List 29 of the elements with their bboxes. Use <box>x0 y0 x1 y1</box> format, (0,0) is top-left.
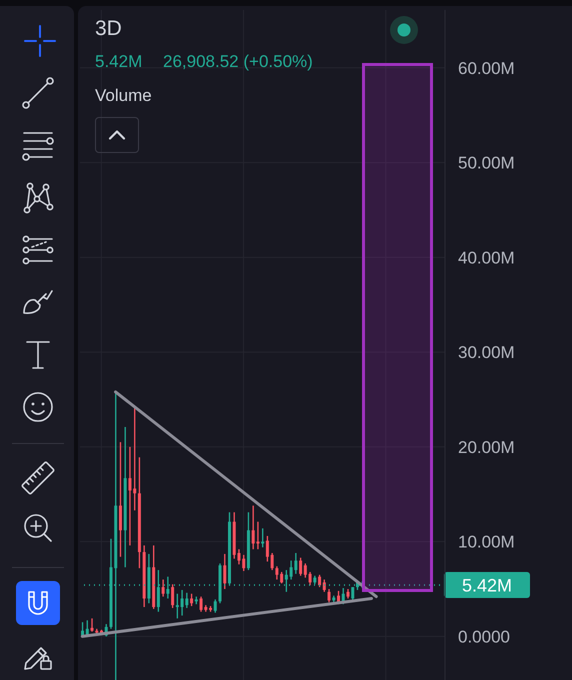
y-tick-label: 60.00M <box>458 58 515 78</box>
candlestick <box>299 557 302 576</box>
candlestick <box>351 586 354 602</box>
candlestick <box>223 553 226 590</box>
annotation: Volume <box>95 86 152 106</box>
candlestick <box>190 593 194 607</box>
candlestick <box>322 578 326 593</box>
ref-line-label: 5.42M <box>462 576 512 596</box>
y-tick-label: 20.00M <box>458 438 515 457</box>
y-tick-label: 40.00M <box>458 248 515 268</box>
candlestick <box>214 598 217 614</box>
candlestick <box>252 504 255 550</box>
candlestick <box>256 521 260 550</box>
y-tick-label: 10.00M <box>458 532 515 552</box>
candlestick <box>162 578 165 598</box>
candlestick <box>318 574 322 588</box>
candlestick <box>171 584 174 609</box>
y-tick-label: 0.0000 <box>458 627 510 646</box>
candlestick <box>185 592 188 609</box>
candlestick <box>261 528 264 548</box>
chart-title: 3D <box>95 17 122 41</box>
annotation: 5.42M <box>95 52 142 72</box>
candlestick <box>200 596 203 612</box>
candlestick <box>346 588 350 600</box>
candlestick <box>328 588 331 603</box>
y-tick-label: 30.00M <box>458 343 515 362</box>
annotation: 26,908.52 (+0.50%) <box>163 52 313 72</box>
candlestick <box>294 552 298 575</box>
y-tick-label: 50.00M <box>458 154 515 173</box>
